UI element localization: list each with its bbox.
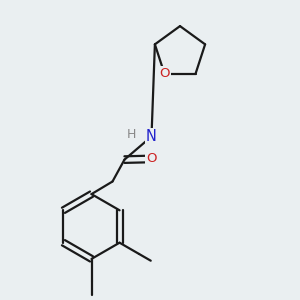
Text: H: H bbox=[126, 128, 136, 141]
Text: O: O bbox=[146, 152, 157, 166]
Text: O: O bbox=[159, 68, 170, 80]
Text: N: N bbox=[146, 129, 157, 144]
